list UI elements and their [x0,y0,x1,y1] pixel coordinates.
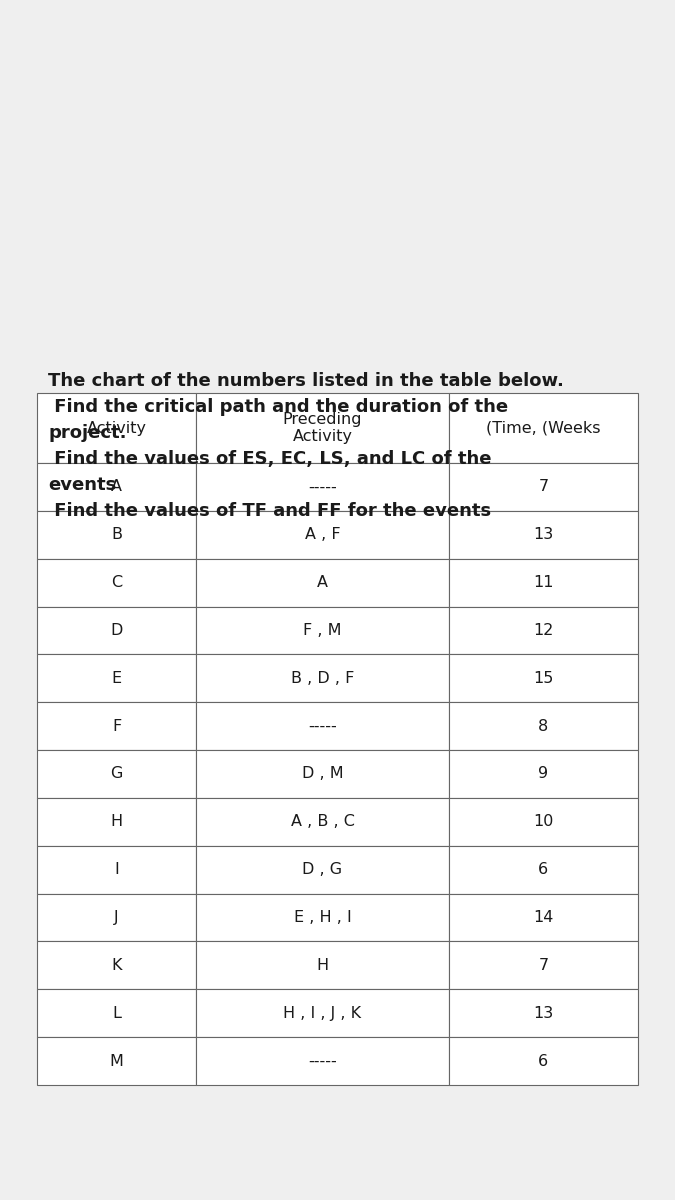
Bar [196,606,449,654]
Text: A , B , C: A , B , C [290,815,354,829]
Bar [196,1037,449,1085]
Bar [37,989,196,1037]
Bar [37,463,196,511]
Text: Find the critical path and the duration of the: Find the critical path and the duration … [48,398,508,416]
Text: -----: ----- [308,480,337,494]
Bar [196,392,449,463]
Bar [449,559,638,606]
Text: K: K [111,958,122,973]
Text: B: B [111,527,122,542]
Text: 7: 7 [538,480,548,494]
Bar [37,606,196,654]
Bar [37,894,196,942]
Bar [196,942,449,989]
Text: 11: 11 [533,575,554,590]
Text: M: M [110,1054,124,1068]
Text: F: F [112,719,122,733]
Bar [37,942,196,989]
Text: A , F: A , F [304,527,340,542]
Text: 12: 12 [533,623,554,638]
Text: 13: 13 [533,527,554,542]
Text: D , M: D , M [302,767,344,781]
Text: 14: 14 [533,910,554,925]
Text: -----: ----- [308,719,337,733]
Bar [37,798,196,846]
Bar [449,942,638,989]
Bar [449,606,638,654]
Text: H: H [111,815,123,829]
Text: 13: 13 [533,1006,554,1021]
Bar [196,511,449,559]
Bar [196,894,449,942]
Bar [37,846,196,894]
Text: E: E [111,671,121,686]
Bar [449,463,638,511]
Text: C: C [111,575,122,590]
Text: E , H , I: E , H , I [294,910,352,925]
Text: J: J [114,910,119,925]
Bar [449,392,638,463]
Text: Find the values of ES, EC, LS, and LC of the: Find the values of ES, EC, LS, and LC of… [48,450,491,468]
Bar [37,559,196,606]
Bar [37,750,196,798]
Bar [196,463,449,511]
Text: 15: 15 [533,671,554,686]
Bar [37,511,196,559]
Bar [449,894,638,942]
Text: F , M: F , M [303,623,342,638]
Text: G: G [111,767,123,781]
Bar [196,989,449,1037]
Bar [449,1037,638,1085]
Text: Find the values of TF and FF for the events: Find the values of TF and FF for the eve… [48,502,491,520]
Bar [196,798,449,846]
Bar [196,846,449,894]
Text: 7: 7 [538,958,548,973]
Bar [449,511,638,559]
Text: The chart of the numbers listed in the table below.: The chart of the numbers listed in the t… [48,372,564,390]
Text: B , D , F: B , D , F [291,671,354,686]
Bar [196,559,449,606]
Text: events: events [48,476,116,494]
Text: A: A [111,480,122,494]
Bar [37,654,196,702]
Text: Preceding
Activity: Preceding Activity [283,412,362,444]
Text: 8: 8 [538,719,549,733]
Text: 10: 10 [533,815,554,829]
Text: 6: 6 [538,1054,548,1068]
Bar [449,654,638,702]
Text: I: I [114,862,119,877]
Bar [37,1037,196,1085]
Bar [37,392,196,463]
Bar [196,702,449,750]
Bar [449,750,638,798]
Text: H: H [317,958,329,973]
Text: project.: project. [48,424,126,442]
Text: 9: 9 [538,767,548,781]
Text: H , I , J , K: H , I , J , K [284,1006,362,1021]
Bar [196,750,449,798]
Text: L: L [112,1006,121,1021]
Bar [449,846,638,894]
Bar [196,654,449,702]
Bar [449,702,638,750]
Text: 6: 6 [538,862,548,877]
Text: D , G: D , G [302,862,342,877]
Text: Activity: Activity [86,420,146,436]
Bar [449,798,638,846]
Bar [449,989,638,1037]
Text: -----: ----- [308,1054,337,1068]
Text: D: D [111,623,123,638]
Text: A: A [317,575,328,590]
Text: (Time, (Weeks: (Time, (Weeks [486,420,601,436]
Bar [37,702,196,750]
